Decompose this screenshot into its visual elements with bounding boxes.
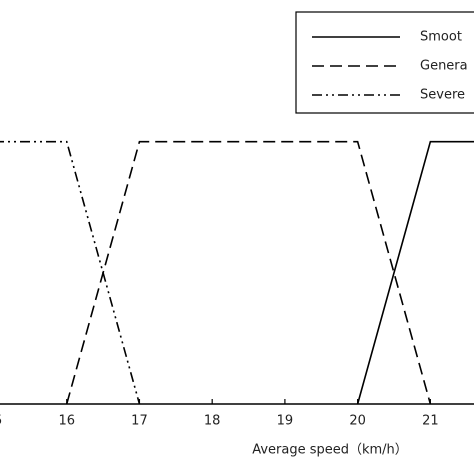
x-tick-label: 16 [58, 414, 75, 429]
series-line [0, 140, 141, 405]
legend-label: Smoot [420, 30, 462, 45]
x-tick-label: 21 [422, 414, 439, 429]
x-tick-label: 18 [204, 414, 221, 429]
series-line [356, 140, 474, 405]
legend-box [295, 11, 474, 114]
legend-label: Severe [420, 88, 465, 103]
series-line [65, 140, 432, 405]
x-tick-label: 15 [0, 414, 2, 429]
x-tick-label: 19 [277, 414, 294, 429]
legend-label: Genera [420, 59, 468, 74]
x-tick-label: 20 [349, 414, 366, 429]
x-tick-label: 17 [131, 414, 148, 429]
x-axis-label: Average speed（km/h） [252, 443, 408, 458]
